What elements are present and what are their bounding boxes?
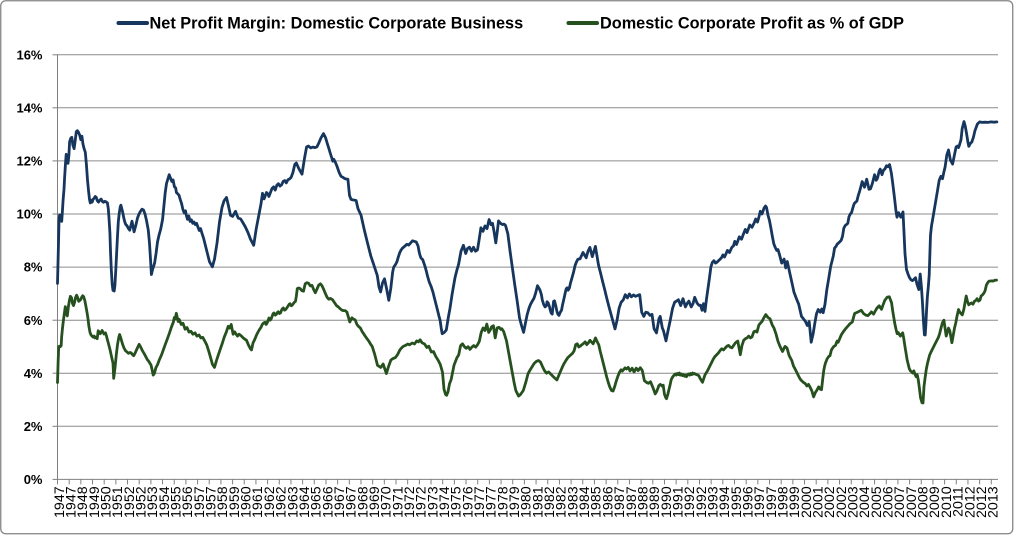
svg-text:1972: 1972 — [402, 486, 418, 518]
svg-text:1954: 1954 — [157, 486, 173, 518]
svg-text:1973: 1973 — [425, 486, 441, 518]
svg-text:1987: 1987 — [624, 486, 640, 518]
svg-text:6%: 6% — [24, 313, 43, 328]
svg-text:1976: 1976 — [460, 486, 476, 518]
svg-text:1958: 1958 — [215, 486, 231, 518]
svg-text:1970: 1970 — [379, 486, 395, 518]
svg-text:1953: 1953 — [145, 486, 161, 518]
svg-text:1957: 1957 — [192, 486, 208, 518]
svg-text:1959: 1959 — [227, 486, 243, 518]
svg-text:2002: 2002 — [834, 486, 850, 518]
svg-text:1977: 1977 — [472, 486, 488, 518]
svg-text:1997: 1997 — [752, 486, 768, 518]
svg-text:1982: 1982 — [542, 486, 558, 518]
svg-text:1947: 1947 — [52, 486, 68, 518]
svg-text:1952: 1952 — [134, 486, 150, 518]
svg-text:2002: 2002 — [822, 486, 838, 518]
svg-text:1950: 1950 — [98, 486, 114, 518]
svg-text:Net Profit Margin: Domestic Co: Net Profit Margin: Domestic Corporate Bu… — [150, 15, 524, 33]
svg-text:2000: 2000 — [799, 486, 815, 518]
svg-text:1957: 1957 — [204, 486, 220, 518]
svg-text:1984: 1984 — [577, 486, 593, 518]
svg-text:1961: 1961 — [250, 486, 266, 518]
svg-text:1987: 1987 — [612, 486, 628, 518]
svg-text:1978: 1978 — [495, 486, 511, 518]
svg-text:1994: 1994 — [717, 486, 733, 518]
svg-text:1988: 1988 — [635, 486, 651, 518]
svg-text:1991: 1991 — [670, 486, 686, 518]
svg-text:1996: 1996 — [740, 486, 756, 518]
svg-text:1985: 1985 — [589, 486, 605, 518]
svg-text:2007: 2007 — [904, 486, 920, 518]
svg-text:16%: 16% — [16, 47, 42, 62]
svg-text:2012: 2012 — [962, 486, 978, 518]
svg-text:2010: 2010 — [939, 486, 955, 518]
svg-text:1982: 1982 — [554, 486, 570, 518]
svg-text:1989: 1989 — [647, 486, 663, 518]
svg-text:1999: 1999 — [787, 486, 803, 518]
svg-text:1974: 1974 — [437, 486, 453, 518]
svg-text:1955: 1955 — [169, 486, 185, 518]
svg-text:1956: 1956 — [180, 486, 196, 518]
svg-text:1998: 1998 — [775, 486, 791, 518]
svg-text:1962: 1962 — [274, 486, 290, 518]
svg-text:2011: 2011 — [951, 486, 967, 517]
svg-text:2003: 2003 — [846, 486, 862, 518]
svg-text:1967: 1967 — [332, 486, 348, 518]
svg-text:1983: 1983 — [565, 486, 581, 518]
svg-text:2%: 2% — [24, 419, 43, 434]
svg-text:2004: 2004 — [857, 486, 873, 518]
svg-text:2013: 2013 — [986, 486, 1002, 518]
svg-text:1992: 1992 — [682, 486, 698, 518]
svg-text:1972: 1972 — [414, 486, 430, 518]
svg-text:1964: 1964 — [297, 486, 313, 518]
svg-text:2006: 2006 — [881, 486, 897, 518]
svg-text:1977: 1977 — [484, 486, 500, 518]
svg-text:2005: 2005 — [869, 486, 885, 518]
svg-text:1968: 1968 — [355, 486, 371, 518]
svg-text:1952: 1952 — [122, 486, 138, 518]
svg-text:1963: 1963 — [285, 486, 301, 518]
svg-text:1960: 1960 — [239, 486, 255, 518]
svg-text:8%: 8% — [24, 260, 43, 275]
svg-text:1951: 1951 — [110, 486, 126, 518]
svg-text:10%: 10% — [16, 207, 42, 222]
svg-text:1949: 1949 — [87, 486, 103, 518]
svg-text:1980: 1980 — [519, 486, 535, 518]
svg-text:1993: 1993 — [705, 486, 721, 518]
svg-text:1969: 1969 — [367, 486, 383, 518]
svg-text:1948: 1948 — [75, 486, 91, 518]
svg-text:1995: 1995 — [729, 486, 745, 518]
svg-text:1947: 1947 — [63, 486, 79, 518]
svg-text:1971: 1971 — [390, 486, 406, 518]
svg-text:12%: 12% — [16, 154, 42, 169]
svg-text:0%: 0% — [24, 472, 43, 487]
svg-text:14%: 14% — [16, 100, 42, 115]
svg-text:4%: 4% — [24, 366, 43, 381]
svg-text:1966: 1966 — [320, 486, 336, 518]
svg-text:2009: 2009 — [927, 486, 943, 518]
svg-text:1962: 1962 — [262, 486, 278, 518]
svg-text:1981: 1981 — [530, 486, 546, 518]
svg-text:2012: 2012 — [974, 486, 990, 518]
svg-text:2008: 2008 — [916, 486, 932, 518]
svg-text:Domestic Corporate Profit as %: Domestic Corporate Profit as % of GDP — [600, 15, 904, 33]
svg-text:1975: 1975 — [449, 486, 465, 518]
svg-text:1967: 1967 — [344, 486, 360, 518]
svg-text:2001: 2001 — [811, 486, 827, 518]
svg-text:1986: 1986 — [600, 486, 616, 518]
svg-text:2007: 2007 — [892, 486, 908, 518]
svg-text:1965: 1965 — [309, 486, 325, 518]
svg-text:1990: 1990 — [659, 486, 675, 518]
svg-text:1997: 1997 — [764, 486, 780, 518]
svg-text:1979: 1979 — [507, 486, 523, 518]
svg-text:1992: 1992 — [694, 486, 710, 518]
